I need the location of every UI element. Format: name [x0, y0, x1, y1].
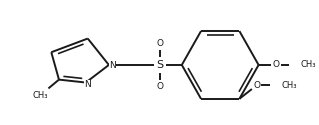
Text: O: O	[156, 39, 163, 48]
Text: O: O	[272, 60, 279, 70]
Text: N: N	[109, 61, 116, 70]
Text: S: S	[156, 60, 163, 70]
Text: O: O	[156, 82, 163, 91]
Text: CH₃: CH₃	[32, 91, 48, 100]
Text: N: N	[85, 80, 91, 89]
Text: CH₃: CH₃	[282, 81, 297, 90]
Text: O: O	[253, 81, 260, 90]
Text: CH₃: CH₃	[301, 60, 316, 70]
